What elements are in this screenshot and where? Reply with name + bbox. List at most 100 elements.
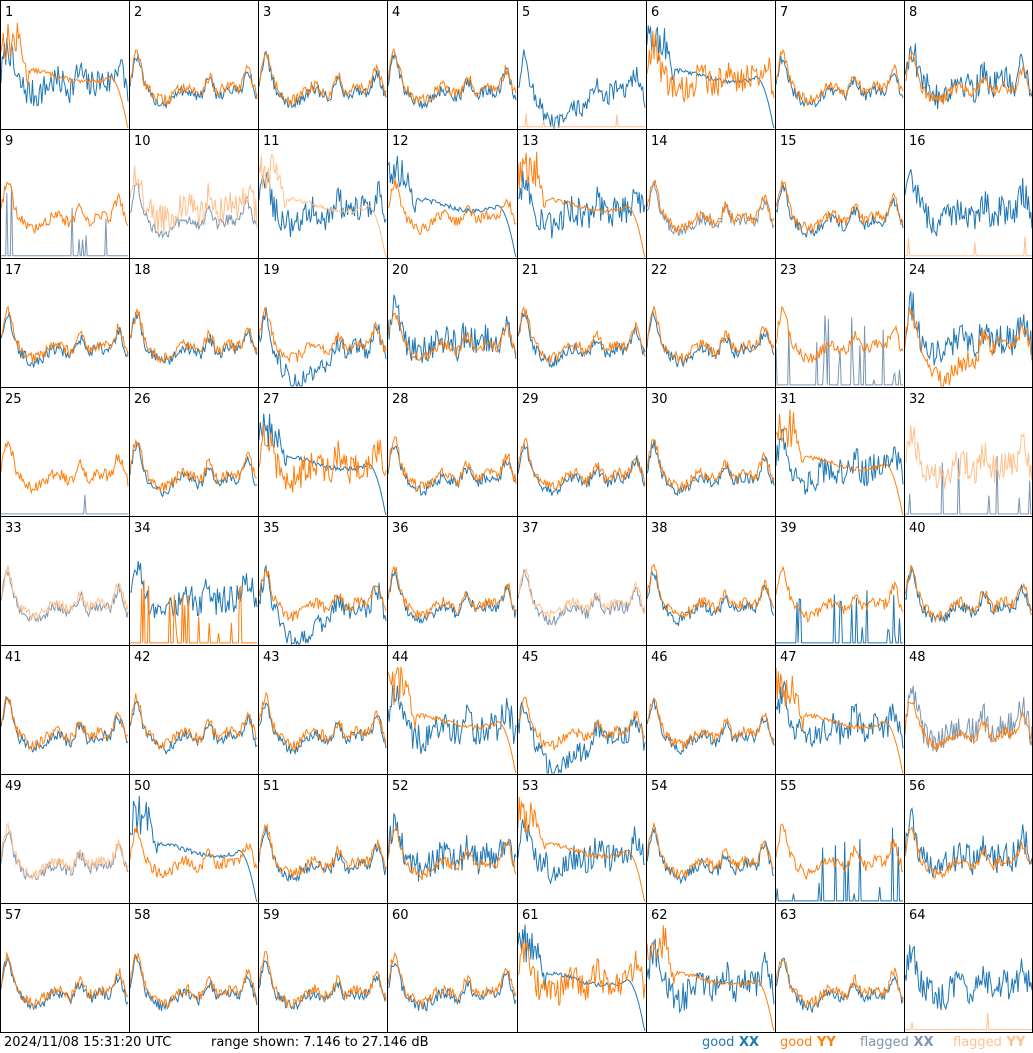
panel-62: 62	[647, 908, 775, 1032]
panel-4: 4	[388, 5, 517, 109]
panel-59-xx-line	[259, 960, 387, 1011]
panel-63-label: 63	[780, 908, 797, 923]
panel-17-label: 17	[5, 263, 22, 278]
panel-6-yy-line	[647, 30, 775, 103]
panel-24-label: 24	[909, 263, 926, 278]
panel-40-xx-line	[905, 565, 1033, 623]
panel-46-xx-line	[647, 697, 775, 756]
panel-10-yy-line	[130, 165, 258, 234]
panel-59-yy-line	[259, 950, 387, 1009]
panel-40-yy-line	[905, 565, 1033, 624]
panel-41-xx-line	[1, 696, 129, 753]
panel-50: 50	[130, 779, 258, 903]
panel-41: 41	[1, 650, 129, 753]
panel-20-xx-line	[388, 294, 517, 363]
panel-31-yy-line	[776, 409, 904, 516]
panel-28: 28	[388, 392, 517, 496]
panel-39-xx-line	[776, 590, 903, 644]
panel-7-yy-line	[776, 48, 904, 106]
panel-2-label: 2	[134, 5, 142, 20]
panel-50-label: 50	[134, 779, 151, 794]
panel-55-label: 55	[780, 779, 797, 794]
panel-9-xx-line	[1, 185, 128, 257]
panel-28-label: 28	[392, 392, 409, 407]
panel-27-yy-line	[259, 423, 387, 493]
legend-good-xx: good XX	[702, 1035, 759, 1050]
panel-36-yy-line	[388, 566, 517, 620]
panel-3-label: 3	[263, 5, 271, 20]
panel-51-label: 51	[263, 779, 280, 794]
panel-38-xx-line	[647, 570, 775, 627]
panel-36-xx-line	[388, 570, 517, 625]
panel-61-label: 61	[522, 908, 539, 923]
panel-30-label: 30	[651, 392, 668, 407]
panel-8-label: 8	[909, 5, 917, 20]
panel-30-xx-line	[647, 439, 775, 497]
panel-34-xx-line	[130, 560, 258, 619]
panel-4-yy-line	[388, 47, 517, 105]
panel-32-xx-line	[905, 455, 1032, 515]
panel-54-xx-line	[647, 827, 775, 885]
panel-26: 26	[130, 392, 258, 498]
panel-1-yy-line	[1, 22, 129, 129]
panel-33: 33	[1, 521, 129, 623]
panel-20-yy-line	[388, 312, 517, 362]
legend-flagged-xx: flagged XX	[860, 1035, 934, 1050]
panel-39-label: 39	[780, 521, 797, 536]
panel-37-yy-line	[518, 568, 646, 620]
panel-46: 46	[647, 650, 775, 756]
panel-54: 54	[647, 779, 775, 885]
panel-44: 44	[388, 650, 517, 774]
panel-58-label: 58	[134, 908, 151, 923]
panel-7: 7	[776, 5, 904, 108]
panel-37: 37	[518, 521, 646, 627]
panel-10: 10	[130, 134, 258, 239]
panel-52-yy-line	[388, 824, 517, 881]
panel-18-yy-line	[130, 308, 258, 364]
panel-26-yy-line	[130, 438, 258, 493]
panel-49-xx-line	[1, 829, 129, 881]
panel-23-yy-line	[776, 305, 904, 364]
panel-10-xx-line	[130, 182, 258, 239]
panel-38: 38	[647, 521, 775, 627]
legend-flagged-yy-pol: YY	[1006, 1035, 1026, 1050]
panel-43: 43	[259, 650, 387, 756]
panel-29-yy-line	[518, 438, 646, 490]
panel-56: 56	[905, 779, 1033, 880]
panel-31-xx-line	[776, 428, 904, 495]
panel-53-yy-line	[518, 796, 646, 903]
panel-41-label: 41	[5, 650, 22, 665]
panel-45-xx-line	[518, 701, 646, 774]
panel-9: 9	[1, 134, 129, 257]
panel-15-yy-line	[776, 180, 904, 234]
panel-58-xx-line	[130, 953, 258, 1011]
panel-25-xx-line	[1, 494, 128, 515]
panel-63-xx-line	[776, 957, 904, 1014]
panel-47-xx-line	[776, 679, 904, 749]
panel-27-label: 27	[263, 392, 280, 407]
panel-57-yy-line	[1, 952, 129, 1010]
panel-16: 16	[905, 134, 1033, 257]
panel-32-label: 32	[909, 392, 926, 407]
panel-57-xx-line	[1, 955, 129, 1011]
panel-48-xx-line	[905, 685, 1033, 753]
panel-14-label: 14	[651, 134, 668, 149]
panel-55: 55	[776, 779, 904, 902]
panel-24-yy-line	[905, 307, 1033, 387]
panel-50-xx-line	[130, 795, 258, 903]
panel-46-yy-line	[647, 698, 775, 749]
panel-30-yy-line	[647, 438, 775, 494]
panel-12-xx-line	[388, 155, 517, 258]
panel-13-xx-line	[518, 170, 646, 239]
panel-59-label: 59	[263, 908, 280, 923]
panel-33-yy-line	[1, 565, 129, 622]
panel-36-label: 36	[392, 521, 409, 536]
legend-good-yy: good YY	[780, 1035, 836, 1050]
panel-42-xx-line	[130, 700, 258, 756]
panel-45-yy-line	[518, 696, 646, 752]
panel-12-label: 12	[392, 134, 409, 149]
panel-23-label: 23	[780, 263, 797, 278]
legend-flagged-xx-pol: XX	[913, 1035, 934, 1050]
panel-10-label: 10	[134, 134, 151, 149]
